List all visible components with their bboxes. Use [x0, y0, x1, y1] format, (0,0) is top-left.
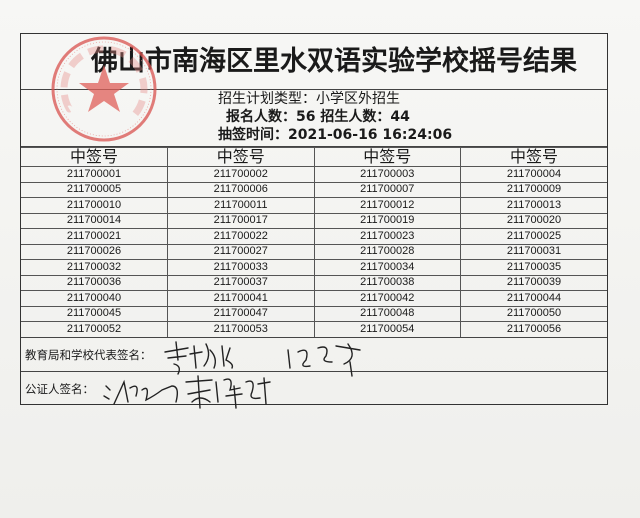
notary-signature-row: 公证人签名： [21, 371, 607, 407]
winning-number-cell: 211700017 [167, 212, 315, 229]
table-row: 211700040 211700041 211700042 211700044 [21, 290, 607, 307]
winning-number-cell: 211700038 [313, 274, 461, 291]
winning-number-cell: 211700001 [21, 166, 168, 183]
table-row: 211700052 211700053 211700054 211700056 [21, 321, 607, 338]
table-row: 211700001 211700002 211700003 211700004 [21, 166, 607, 183]
winning-number-cell: 211700045 [21, 305, 168, 322]
winning-number-cell: 211700004 [460, 166, 607, 183]
winning-number-cell: 211700052 [21, 321, 168, 338]
enrollment-info: 招生计划类型：小学区外招生 报名人数：56 招生人数：44 抽签时间：2021-… [21, 89, 607, 146]
winning-number-cell: 211700006 [167, 181, 315, 198]
winning-number-cell: 211700056 [460, 321, 607, 338]
winning-number-cell: 211700037 [167, 274, 315, 291]
winning-number-cell: 211700003 [313, 166, 461, 183]
winning-number-cell: 211700023 [313, 228, 461, 245]
draw-time: 抽签时间：2021-06-16 16:24:06 [218, 127, 453, 143]
table-row: 211700036 211700037 211700038 211700039 [21, 274, 607, 291]
column-header: 中签号 [167, 147, 315, 167]
winning-number-cell: 211700002 [167, 166, 315, 183]
winning-number-cell: 211700035 [460, 259, 607, 276]
winning-number-cell: 211700010 [21, 197, 168, 214]
winning-number-cell: 211700047 [167, 305, 315, 322]
winning-number-cell: 211700034 [313, 259, 461, 276]
winning-number-cell: 211700039 [460, 274, 607, 291]
winning-number-cell: 211700013 [460, 197, 607, 214]
winning-number-cell: 211700021 [21, 228, 168, 245]
applicant-counts: 报名人数：56 招生人数：44 [226, 109, 410, 125]
winning-number-cell: 211700011 [167, 197, 315, 214]
table-row: 211700026 211700027 211700028 211700031 [21, 243, 607, 260]
document-title: 佛山市南海区里水双语实验学校摇号结果 [21, 34, 607, 90]
officials-signature-label: 教育局和学校代表签名： [25, 348, 152, 362]
winning-number-cell: 211700048 [313, 305, 461, 322]
winning-number-cell: 211700005 [21, 181, 168, 198]
table-row: 211700045 211700047 211700048 211700050 [21, 305, 607, 322]
winning-number-cell: 211700020 [460, 212, 607, 229]
winning-number-cell: 211700041 [167, 290, 315, 307]
winning-number-cell: 211700026 [21, 243, 168, 260]
table-row: 211700010 211700011 211700012 211700013 [21, 197, 607, 214]
winning-number-cell: 211700028 [313, 243, 461, 260]
winning-number-cell: 211700025 [460, 228, 607, 245]
winning-number-cell: 211700009 [460, 181, 607, 198]
winning-number-cell: 211700040 [21, 290, 168, 307]
notary-signature-label: 公证人签名： [25, 382, 94, 396]
winning-number-cell: 211700036 [21, 274, 168, 291]
winning-number-cell: 211700019 [313, 212, 461, 229]
winning-number-cell: 211700032 [21, 259, 168, 276]
winning-number-cell: 211700050 [460, 305, 607, 322]
winning-number-cell: 211700054 [313, 321, 461, 338]
winning-number-cell: 211700033 [167, 259, 315, 276]
table-row: 211700014 211700017 211700019 211700020 [21, 212, 607, 229]
winning-number-cell: 211700031 [460, 243, 607, 260]
winning-number-cell: 211700007 [313, 181, 461, 198]
result-form: 佛山市南海区里水双语实验学校摇号结果 招生计划类型：小学区外招生 报名人数：56… [20, 33, 608, 405]
winning-numbers-table: 中签号 中签号 中签号 中签号 211700001 211700002 211700003 2… [21, 146, 607, 338]
winning-number-cell: 211700044 [460, 290, 607, 307]
plan-type: 招生计划类型：小学区外招生 [218, 91, 400, 107]
column-header: 中签号 [313, 147, 461, 167]
winning-number-cell: 211700042 [313, 290, 461, 307]
table-row: 211700021 211700022 211700023 211700025 [21, 228, 607, 245]
column-header: 中签号 [460, 147, 607, 167]
winning-number-cell: 211700053 [167, 321, 315, 338]
winning-number-cell: 211700014 [21, 212, 168, 229]
officials-signature-row: 教育局和学校代表签名： [21, 337, 607, 372]
winning-number-cell: 211700027 [167, 243, 315, 260]
table-row: 211700032 211700033 211700034 211700035 [21, 259, 607, 276]
winning-number-cell: 211700012 [313, 197, 461, 214]
winning-number-cell: 211700022 [167, 228, 315, 245]
table-row: 211700005 211700006 211700007 211700009 [21, 181, 607, 198]
column-header: 中签号 [21, 147, 168, 167]
